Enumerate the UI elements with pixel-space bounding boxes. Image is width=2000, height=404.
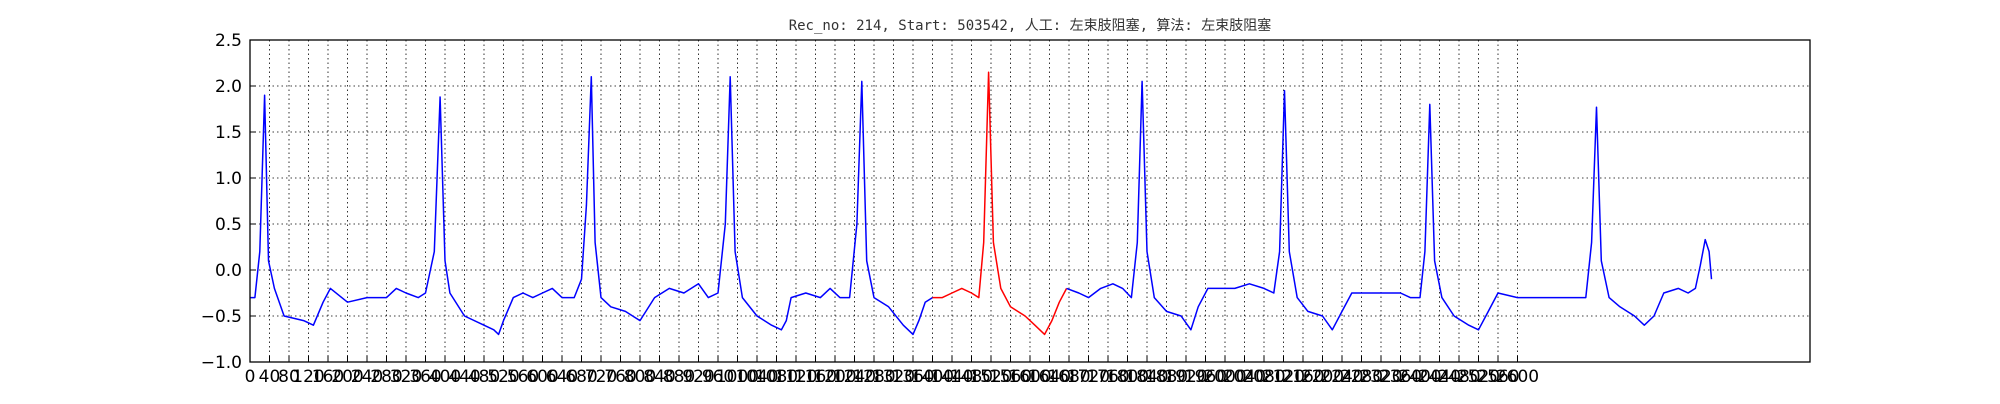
x-tick-label: 680 — [565, 367, 597, 387]
x-tick-label: 1800 — [1106, 367, 1149, 387]
x-tick-label: 1720 — [1067, 367, 1110, 387]
x-tick-label: 1880 — [1145, 367, 1188, 387]
y-axis-ticks: 2.5 2.0 1.5 1.0 0.5 0.0 −0.5 −1.0 — [201, 31, 256, 373]
x-tick-label: 1680 — [1047, 367, 1090, 387]
x-tick-label: 1120 — [774, 367, 817, 387]
x-tick-label: 1520 — [969, 367, 1012, 387]
x-tick-label: 400 — [429, 367, 461, 387]
x-tick-label: 1080 — [755, 367, 798, 387]
x-tick-label: 2120 — [1262, 367, 1305, 387]
x-tick-label: 1160 — [794, 367, 837, 387]
x-tick-label: 80 — [278, 367, 300, 387]
chart-title: Rec_no: 214, Start: 503542, 人工: 左束肢阻塞, 算… — [789, 17, 1272, 34]
ecg-trace-highlight — [932, 71, 1068, 336]
x-tick-label: 1280 — [852, 367, 895, 387]
x-tick-label: 1600 — [1008, 367, 1051, 387]
x-tick-label: 0 — [245, 367, 256, 387]
series-layer — [250, 71, 1713, 336]
x-tick-label: 840 — [643, 367, 675, 387]
y-tick-label: 2.5 — [215, 31, 242, 51]
x-tick-label: 2600 — [1496, 367, 1539, 387]
x-tick-label: 2480 — [1437, 367, 1480, 387]
x-tick-label: 2080 — [1242, 367, 1285, 387]
x-tick-label: 1640 — [1028, 367, 1071, 387]
x-tick-label: 2240 — [1320, 367, 1363, 387]
x-tick-label: 1560 — [989, 367, 1032, 387]
x-tick-label: 200 — [331, 367, 363, 387]
x-tick-label: 1840 — [1125, 367, 1168, 387]
x-tick-label: 640 — [546, 367, 578, 387]
ecg-trace-segment-2 — [1066, 80, 1713, 331]
ecg-trace-segment-0 — [250, 76, 933, 336]
x-tick-label: 1760 — [1086, 367, 1129, 387]
y-tick-label: 0.0 — [215, 261, 242, 281]
x-tick-label: 2360 — [1379, 367, 1422, 387]
x-tick-label: 440 — [448, 367, 480, 387]
x-tick-label: 1000 — [716, 367, 759, 387]
y-tick-label: 1.5 — [215, 123, 242, 143]
x-tick-label: 2200 — [1301, 367, 1344, 387]
x-tick-label: 1400 — [911, 367, 954, 387]
x-tick-label: 2000 — [1203, 367, 1246, 387]
x-tick-label: 2160 — [1281, 367, 1324, 387]
x-tick-label: 1200 — [813, 367, 856, 387]
x-tick-label: 1360 — [891, 367, 934, 387]
x-tick-label: 2440 — [1418, 367, 1461, 387]
x-tick-label: 1320 — [872, 367, 915, 387]
x-tick-label: 1480 — [950, 367, 993, 387]
x-tick-label: 760 — [604, 367, 636, 387]
x-tick-label: 160 — [312, 367, 344, 387]
x-tick-label: 1040 — [735, 367, 778, 387]
x-tick-label: 2400 — [1398, 367, 1441, 387]
x-tick-label: 800 — [624, 367, 656, 387]
x-tick-label: 1960 — [1184, 367, 1227, 387]
x-tick-label: 1240 — [833, 367, 876, 387]
y-tick-label: 0.5 — [215, 215, 242, 235]
x-tick-label: 240 — [351, 367, 383, 387]
x-tick-label: 880 — [663, 367, 695, 387]
grid-layer — [250, 39, 1810, 363]
x-tick-label: 560 — [507, 367, 539, 387]
x-tick-label: 280 — [370, 367, 402, 387]
x-tick-label: 600 — [526, 367, 558, 387]
y-tick-label: 1.0 — [215, 169, 242, 189]
y-tick-label: 2.0 — [215, 77, 242, 97]
x-tick-label: 1440 — [930, 367, 973, 387]
x-tick-label: 2520 — [1457, 367, 1500, 387]
x-axis-ticks: 0 408012016020024028032036040044048052056… — [245, 356, 1539, 387]
x-tick-label: 320 — [390, 367, 422, 387]
x-tick-label: 40 — [259, 367, 281, 387]
y-tick-label: −1.0 — [201, 353, 242, 373]
x-tick-label: 2280 — [1340, 367, 1383, 387]
x-tick-label: 2560 — [1476, 367, 1519, 387]
x-tick-label: 120 — [292, 367, 324, 387]
x-tick-label: 360 — [409, 367, 441, 387]
x-tick-label: 480 — [468, 367, 500, 387]
x-tick-label: 2320 — [1359, 367, 1402, 387]
y-tick-label: −0.5 — [201, 307, 242, 327]
x-tick-label: 920 — [682, 367, 714, 387]
x-tick-label: 520 — [487, 367, 519, 387]
x-tick-label: 720 — [585, 367, 617, 387]
x-tick-label: 1920 — [1164, 367, 1207, 387]
plot-frame — [249, 39, 1811, 363]
x-tick-label: 2040 — [1223, 367, 1266, 387]
x-tick-label: 960 — [702, 367, 734, 387]
